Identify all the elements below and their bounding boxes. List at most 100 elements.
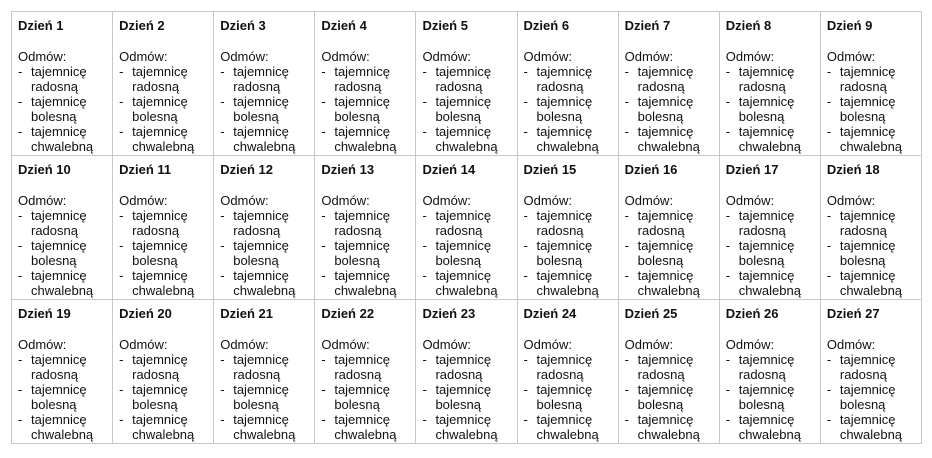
list-item: - tajemnicę chwalebną xyxy=(220,268,314,298)
day-cell: Dzień 6 Odmów: - tajemnicę radosną - tajemni… xyxy=(516,11,619,156)
mystery-text: tajemnicę bolesną xyxy=(31,94,87,124)
list-item: - tajemnicę radosną xyxy=(119,64,213,94)
list-item: - tajemnicę chwalebną xyxy=(321,268,415,298)
mystery-text: tajemnicę radosną xyxy=(31,208,87,238)
mystery-text: tajemnicę bolesną xyxy=(233,94,289,124)
day-cell: Dzień 4 Odmów: - tajemnicę radosną - tajemni… xyxy=(314,11,417,156)
list-item: - tajemnicę bolesną xyxy=(18,238,112,268)
mystery-text: tajemnicę bolesną xyxy=(738,382,795,412)
day-title: Dzień 6 xyxy=(523,18,570,33)
mystery-text: tajemnicę radosną xyxy=(233,208,289,238)
mystery-text: tajemnicę chwalebną xyxy=(738,268,801,298)
bullet-dash: - xyxy=(119,124,124,139)
instruction-label: Odmów: xyxy=(725,193,775,208)
bullet-dash: - xyxy=(523,268,528,283)
day-cell: Dzień 16 Odmów: - tajemnicę radosną - tajemn… xyxy=(617,155,720,300)
day-cell: Dzień 11 Odmów: - tajemnicę radosną - tajemn… xyxy=(112,155,215,300)
bullet-dash: - xyxy=(826,208,832,223)
instruction-label: Odmów: xyxy=(220,49,269,64)
day-cell: Dzień 21 Odmów: - tajemnicę radosną - tajemn… xyxy=(213,299,316,444)
bullet-dash: - xyxy=(422,382,427,397)
day-title: Dzień 27 xyxy=(826,306,880,321)
day-title: Dzień 24 xyxy=(523,306,577,321)
bullet-dash: - xyxy=(422,124,427,139)
day-title: Dzień 11 xyxy=(119,162,172,177)
bullet-dash: - xyxy=(826,124,832,139)
mystery-text: tajemnicę radosną xyxy=(839,352,896,382)
day-title: Dzień 23 xyxy=(422,306,476,321)
mystery-text: tajemnicę chwalebną xyxy=(233,412,296,442)
mystery-text: tajemnicę bolesną xyxy=(536,382,593,412)
mystery-text: tajemnicę radosną xyxy=(31,64,87,94)
list-item: - tajemnicę radosną xyxy=(422,64,516,94)
list-item: - tajemnicę bolesną xyxy=(726,238,820,268)
bullet-dash: - xyxy=(18,64,23,79)
mystery-text: tajemnicę bolesną xyxy=(233,238,289,268)
list-item: - tajemnicę bolesną xyxy=(321,238,415,268)
mystery-text: tajemnicę bolesną xyxy=(334,94,390,124)
mystery-text: tajemnicę chwalebną xyxy=(637,268,700,298)
list-item: - tajemnicę radosną xyxy=(321,64,415,94)
mystery-text: tajemnicę chwalebną xyxy=(31,412,94,442)
list-item: - tajemnicę chwalebną xyxy=(625,268,719,298)
mystery-text: tajemnicę bolesną xyxy=(132,94,188,124)
list-item: - tajemnicę bolesną xyxy=(726,382,820,412)
bullet-dash: - xyxy=(220,64,225,79)
day-cell: Dzień 15 Odmów: - tajemnicę radosną - tajemn… xyxy=(516,155,619,300)
instruction-label: Odmów: xyxy=(523,49,572,64)
bullet-dash: - xyxy=(624,238,629,253)
mystery-text: tajemnicę bolesną xyxy=(637,238,694,268)
list-item: - tajemnicę chwalebną xyxy=(18,412,112,442)
list-item: - tajemnicę chwalebną xyxy=(422,268,516,298)
day-title: Dzień 20 xyxy=(119,306,172,321)
day-title: Dzień 3 xyxy=(220,18,266,33)
mystery-text: tajemnicę bolesną xyxy=(334,382,390,412)
list-item: - tajemnicę bolesną xyxy=(18,94,112,124)
mystery-text: tajemnicę chwalebną xyxy=(132,268,195,298)
day-cell: Dzień 10 Odmów: - tajemnicę radosną - tajemn… xyxy=(10,155,114,300)
mystery-text: tajemnicę chwalebną xyxy=(435,268,498,298)
mystery-text: tajemnicę chwalebną xyxy=(839,124,903,154)
bullet-dash: - xyxy=(119,412,124,427)
list-item: - tajemnicę bolesną xyxy=(119,94,213,124)
table-row: Dzień 10 Odmów: - tajemnicę radosną - tajemn… xyxy=(10,155,923,300)
day-title: Dzień 15 xyxy=(523,162,577,177)
list-item: - tajemnicę radosną xyxy=(220,352,314,382)
bullet-dash: - xyxy=(220,412,225,427)
instruction-label: Odmów: xyxy=(321,193,370,208)
bullet-dash: - xyxy=(826,382,832,397)
list-item: - tajemnicę chwalebną xyxy=(524,268,618,298)
mystery-text: tajemnicę radosną xyxy=(536,208,593,238)
list-item: - tajemnicę radosną xyxy=(625,352,719,382)
day-title: Dzień 9 xyxy=(826,18,873,33)
day-cell: Dzień 5 Odmów: - tajemnicę radosną - tajemni… xyxy=(415,11,518,156)
day-title: Dzień 17 xyxy=(725,162,779,177)
list-item: - tajemnicę radosną xyxy=(18,208,112,238)
day-cell: Dzień 12 Odmów: - tajemnicę radosną - tajemn… xyxy=(213,155,316,300)
instruction-label: Odmów: xyxy=(624,193,674,208)
bullet-dash: - xyxy=(321,124,326,139)
bullet-dash: - xyxy=(220,208,225,223)
bullet-dash: - xyxy=(523,382,528,397)
bullet-dash: - xyxy=(18,94,23,109)
instruction-label: Odmów: xyxy=(725,49,775,64)
mystery-text: tajemnicę radosną xyxy=(435,208,492,238)
list-item: - tajemnicę bolesną xyxy=(119,238,213,268)
bullet-dash: - xyxy=(624,64,629,79)
bullet-dash: - xyxy=(119,208,124,223)
bullet-dash: - xyxy=(523,412,528,427)
list-item: - tajemnicę radosną xyxy=(625,64,719,94)
list-item: - tajemnicę radosną xyxy=(119,352,213,382)
list-item: - tajemnicę bolesną xyxy=(220,238,314,268)
mystery-text: tajemnicę radosną xyxy=(435,64,492,94)
list-item: - tajemnicę radosną xyxy=(827,208,921,238)
bullet-dash: - xyxy=(119,268,124,283)
mystery-text: tajemnicę bolesną xyxy=(637,94,694,124)
day-title: Dzień 22 xyxy=(321,306,375,321)
bullet-dash: - xyxy=(119,64,124,79)
list-item: - tajemnicę bolesną xyxy=(827,238,921,268)
list-item: - tajemnicę chwalebną xyxy=(625,124,719,154)
instruction-label: Odmów: xyxy=(18,193,67,208)
list-item: - tajemnicę chwalebną xyxy=(625,412,719,442)
bullet-dash: - xyxy=(18,352,23,367)
